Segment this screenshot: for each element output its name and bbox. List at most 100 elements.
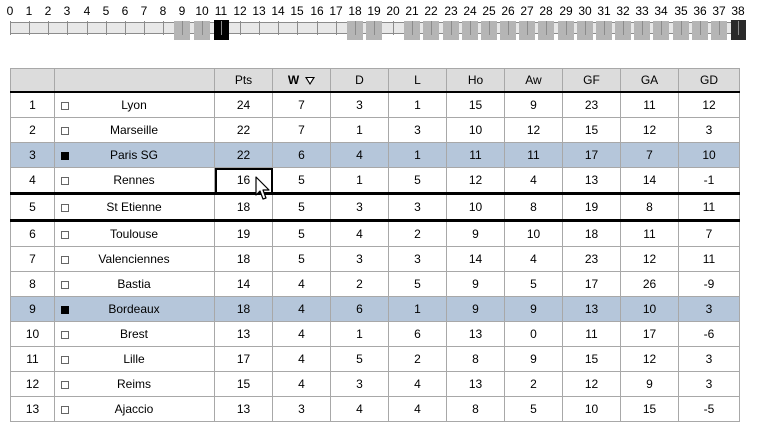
round-label-20[interactable]: 20 [386, 4, 400, 18]
row-mark-icon[interactable] [61, 101, 69, 110]
round-label-2[interactable]: 2 [44, 4, 52, 18]
cell-d[interactable]: 3 [330, 371, 389, 397]
round-label-34[interactable]: 34 [654, 4, 668, 18]
cell-w[interactable]: 5 [272, 193, 331, 222]
cell-l[interactable]: 4 [388, 396, 447, 422]
cell-gf[interactable]: 13 [562, 167, 621, 195]
round-label-23[interactable]: 23 [444, 4, 458, 18]
cell-gd[interactable]: -5 [678, 396, 740, 422]
cell-w[interactable]: 4 [272, 371, 331, 397]
cell-ga[interactable]: 10 [620, 296, 679, 322]
cell-team[interactable]: St Etienne [54, 193, 215, 222]
cell-w[interactable]: 3 [272, 396, 331, 422]
cell-ga[interactable]: 7 [620, 142, 679, 168]
round-label-26[interactable]: 26 [501, 4, 515, 18]
cell-l[interactable]: 3 [388, 246, 447, 272]
header-gf[interactable]: GF [562, 68, 621, 93]
cell-ga[interactable]: 9 [620, 371, 679, 397]
cell-d[interactable]: 1 [330, 167, 389, 195]
row-mark-icon[interactable] [61, 203, 69, 212]
cell-team[interactable]: Brest [54, 321, 215, 347]
round-label-37[interactable]: 37 [712, 4, 726, 18]
cell-ho[interactable]: 15 [446, 91, 505, 118]
header-ho[interactable]: Ho [446, 68, 505, 93]
round-slider[interactable]: 0 1 2 3 4 5 6 7 8 9 10 11 12 13 14 15 16 17 18 19 20 21 22 23 24… [0, 0, 781, 44]
round-label-28[interactable]: 28 [539, 4, 553, 18]
cell-l[interactable]: 4 [388, 371, 447, 397]
cell-aw[interactable]: 5 [504, 396, 563, 422]
cell-gd[interactable]: 3 [678, 371, 740, 397]
table-row[interactable]: 4 Rennes 16 5 1 5 12 4 13 14 -1 [10, 167, 740, 195]
cell-d[interactable]: 5 [330, 346, 389, 372]
cell-team[interactable]: Bordeaux [54, 296, 215, 322]
round-label-6[interactable]: 6 [121, 4, 129, 18]
cell-w[interactable]: 4 [272, 296, 331, 322]
cell-pts[interactable]: 22 [214, 142, 273, 168]
cell-w[interactable]: 4 [272, 271, 331, 297]
round-label-0[interactable]: 0 [6, 4, 14, 18]
row-mark-icon[interactable] [61, 230, 69, 239]
header-rank[interactable] [10, 68, 55, 93]
table-row[interactable]: 10 Brest 13 4 1 6 13 0 11 17 -6 [10, 321, 740, 347]
round-label-25[interactable]: 25 [482, 4, 496, 18]
round-label-8[interactable]: 8 [159, 4, 167, 18]
cell-d[interactable]: 3 [330, 91, 389, 118]
cell-l[interactable]: 3 [388, 117, 447, 143]
cell-d[interactable]: 4 [330, 396, 389, 422]
round-label-18[interactable]: 18 [348, 4, 362, 18]
cell-ho[interactable]: 9 [446, 296, 505, 322]
cell-d[interactable]: 6 [330, 296, 389, 322]
cell-gd[interactable]: -1 [678, 167, 740, 195]
cell-gd[interactable]: 11 [678, 193, 740, 222]
cell-aw[interactable]: 0 [504, 321, 563, 347]
cell-gd[interactable]: -9 [678, 271, 740, 297]
cell-ga[interactable]: 12 [620, 246, 679, 272]
cell-w[interactable]: 5 [272, 167, 331, 195]
cell-gd[interactable]: 3 [678, 296, 740, 322]
cell-ho[interactable]: 10 [446, 193, 505, 222]
cell-aw[interactable]: 11 [504, 142, 563, 168]
cell-gd[interactable]: 7 [678, 220, 740, 247]
cell-pts[interactable]: 24 [214, 91, 273, 118]
header-d[interactable]: D [330, 68, 389, 93]
cell-ho[interactable]: 11 [446, 142, 505, 168]
cell-ho[interactable]: 14 [446, 246, 505, 272]
cell-ho[interactable]: 13 [446, 321, 505, 347]
cell-pts[interactable]: 17 [214, 346, 273, 372]
cell-gf[interactable]: 13 [562, 296, 621, 322]
cell-ho[interactable]: 10 [446, 117, 505, 143]
row-mark-icon[interactable] [61, 255, 69, 264]
cell-ga[interactable]: 15 [620, 396, 679, 422]
cell-gf[interactable]: 19 [562, 193, 621, 222]
header-team[interactable] [54, 68, 215, 93]
cell-team[interactable]: Paris SG [54, 142, 215, 168]
cell-ho[interactable]: 9 [446, 271, 505, 297]
cell-d[interactable]: 3 [330, 193, 389, 222]
cell-gf[interactable]: 18 [562, 220, 621, 247]
row-mark-icon[interactable] [61, 380, 69, 389]
header-ga[interactable]: GA [620, 68, 679, 93]
cell-d[interactable]: 1 [330, 321, 389, 347]
cell-ho[interactable]: 8 [446, 396, 505, 422]
cell-team[interactable]: Rennes [54, 167, 215, 195]
round-label-22[interactable]: 22 [424, 4, 438, 18]
cell-aw[interactable]: 9 [504, 91, 563, 118]
row-mark-icon[interactable] [61, 305, 69, 314]
cell-w[interactable]: 4 [272, 321, 331, 347]
cell-d[interactable]: 4 [330, 142, 389, 168]
cell-ho[interactable]: 13 [446, 371, 505, 397]
cell-gf[interactable]: 15 [562, 346, 621, 372]
cell-d[interactable]: 1 [330, 117, 389, 143]
round-label-38[interactable]: 38 [731, 4, 745, 18]
cell-w[interactable]: 7 [272, 117, 331, 143]
round-label-17[interactable]: 17 [329, 4, 343, 18]
round-label-36[interactable]: 36 [693, 4, 707, 18]
round-label-15[interactable]: 15 [290, 4, 304, 18]
header-aw[interactable]: Aw [504, 68, 563, 93]
cell-team[interactable]: Reims [54, 371, 215, 397]
cell-pts[interactable]: 18 [214, 246, 273, 272]
round-label-4[interactable]: 4 [83, 4, 91, 18]
table-row[interactable]: 12 Reims 15 4 3 4 13 2 12 9 3 [10, 371, 740, 397]
cell-d[interactable]: 4 [330, 220, 389, 247]
round-label-21[interactable]: 21 [405, 4, 419, 18]
